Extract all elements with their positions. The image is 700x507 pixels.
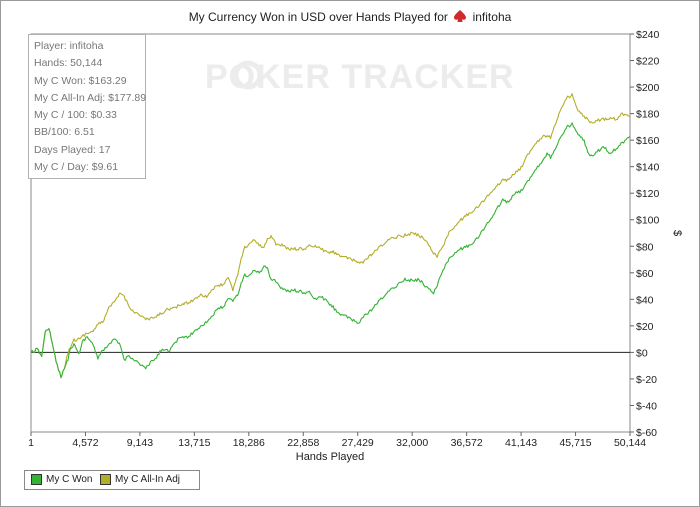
stat-line: My C All-In Adj: $177.89 xyxy=(34,91,147,104)
legend-swatch-icon xyxy=(100,474,111,485)
y-tick-label: $140 xyxy=(636,162,660,174)
series-line-my-c-all-in-adj xyxy=(30,93,631,379)
y-axis-label: $ xyxy=(671,230,683,236)
y-tick-label: $20 xyxy=(636,321,654,333)
y-tick-label: $-20 xyxy=(636,374,657,386)
legend: My C Won My C All-In Adj xyxy=(24,470,200,490)
legend-label: My C Won xyxy=(46,474,93,485)
legend-item-all-in-adj[interactable]: My C All-In Adj xyxy=(100,474,180,485)
chart-title-player: infitoha xyxy=(472,10,512,24)
stat-line: Days Played: 17 xyxy=(34,143,111,156)
y-tick-label: $120 xyxy=(636,188,660,200)
x-tick-label: 27,429 xyxy=(342,437,374,449)
x-tick-label: 1 xyxy=(28,437,34,449)
x-tick-label: 50,144 xyxy=(614,437,646,449)
stat-line: My C / Day: $9.61 xyxy=(34,161,119,174)
x-tick-label: 13,715 xyxy=(178,437,210,449)
y-tick-label: $240 xyxy=(636,29,660,41)
x-tick-label: 36,572 xyxy=(451,437,483,449)
series-group xyxy=(30,93,631,379)
y-tick-label: $60 xyxy=(636,268,654,280)
y-tick-label: $-60 xyxy=(636,427,657,439)
stat-line: My C / 100: $0.33 xyxy=(34,109,117,122)
stat-line: BB/100: 6.51 xyxy=(34,126,95,139)
x-tick-label: 32,000 xyxy=(396,437,428,449)
y-tick-label: $180 xyxy=(636,109,660,121)
chart-title-prefix: My Currency Won in USD over Hands Played… xyxy=(188,10,448,24)
y-tick-label: $0 xyxy=(636,347,648,359)
y-tick-label: $40 xyxy=(636,294,654,306)
x-tick-label: 45,715 xyxy=(559,437,591,449)
series-line-my-c-won xyxy=(30,122,631,379)
x-tick-label: 22,858 xyxy=(287,437,319,449)
y-tick-label: $220 xyxy=(636,56,660,68)
legend-item-my-c-won[interactable]: My C Won xyxy=(31,474,93,485)
x-axis: 1 4,572 9,143 13,715 18,286 22,858 27,429 32,00… xyxy=(28,432,646,449)
legend-label: My C All-In Adj xyxy=(115,474,181,485)
legend-swatch-icon xyxy=(31,474,42,485)
x-axis-label: Hands Played xyxy=(296,451,365,463)
watermark-text: POKER TRACKER xyxy=(205,58,515,96)
y-tick-label: $80 xyxy=(636,241,654,253)
y-axis: $-60 $-40 $-20 $0 $20 $40 $60 $80 $100 $120 $140 $1… xyxy=(630,29,660,439)
y-tick-label: $200 xyxy=(636,82,660,94)
x-tick-label: 18,286 xyxy=(233,437,265,449)
stat-line: Player: infitoha xyxy=(34,40,104,52)
chart-title: My Currency Won in USD over Hands Played… xyxy=(0,9,700,24)
x-tick-label: 41,143 xyxy=(505,437,537,449)
spade-icon xyxy=(453,9,467,23)
stats-box: Player: infitoha Hands: 50,144 My C Won: $… xyxy=(28,34,146,179)
x-tick-label: 4,572 xyxy=(72,437,98,449)
stat-line: Hands: 50,144 xyxy=(34,57,103,70)
plot-area xyxy=(30,33,631,433)
y-tick-label: $160 xyxy=(636,135,660,147)
y-tick-label: $-40 xyxy=(636,400,657,412)
stat-line: My C Won: $163.29 xyxy=(34,74,127,87)
watermark-chip-icon xyxy=(233,60,263,90)
y-tick-label: $100 xyxy=(636,215,660,227)
poker-tracker-watermark: POKER TRACKER xyxy=(205,58,515,96)
x-tick-label: 9,143 xyxy=(127,437,153,449)
